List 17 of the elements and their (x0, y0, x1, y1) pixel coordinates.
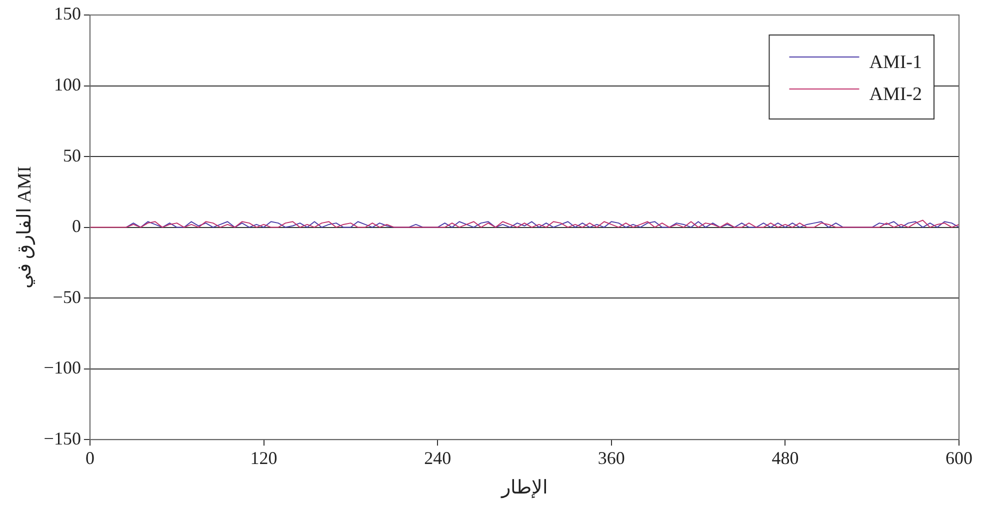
y-axis-title: الفارق في AMI (14, 166, 36, 289)
x-axis-title: الإطار (500, 478, 548, 499)
legend-label: AMI-1 (869, 52, 922, 73)
y-tick-label: 100 (54, 74, 81, 94)
x-tick-label: 240 (424, 448, 452, 468)
x-tick-label: 120 (250, 448, 278, 468)
y-tick-label: 150 (54, 4, 81, 24)
x-tick-label: 0 (85, 448, 94, 468)
x-tick-label: 480 (772, 448, 799, 468)
y-tick-label: −100 (44, 358, 81, 378)
y-tick-label: −50 (52, 286, 81, 307)
legend-label: AMI-2 (869, 84, 922, 105)
x-tick-label: 600 (946, 448, 972, 468)
y-tick-label: −150 (44, 428, 81, 448)
y-tick-label: 0 (72, 216, 81, 236)
y-tick-label: 50 (62, 145, 81, 166)
x-tick-label: 360 (598, 448, 625, 468)
